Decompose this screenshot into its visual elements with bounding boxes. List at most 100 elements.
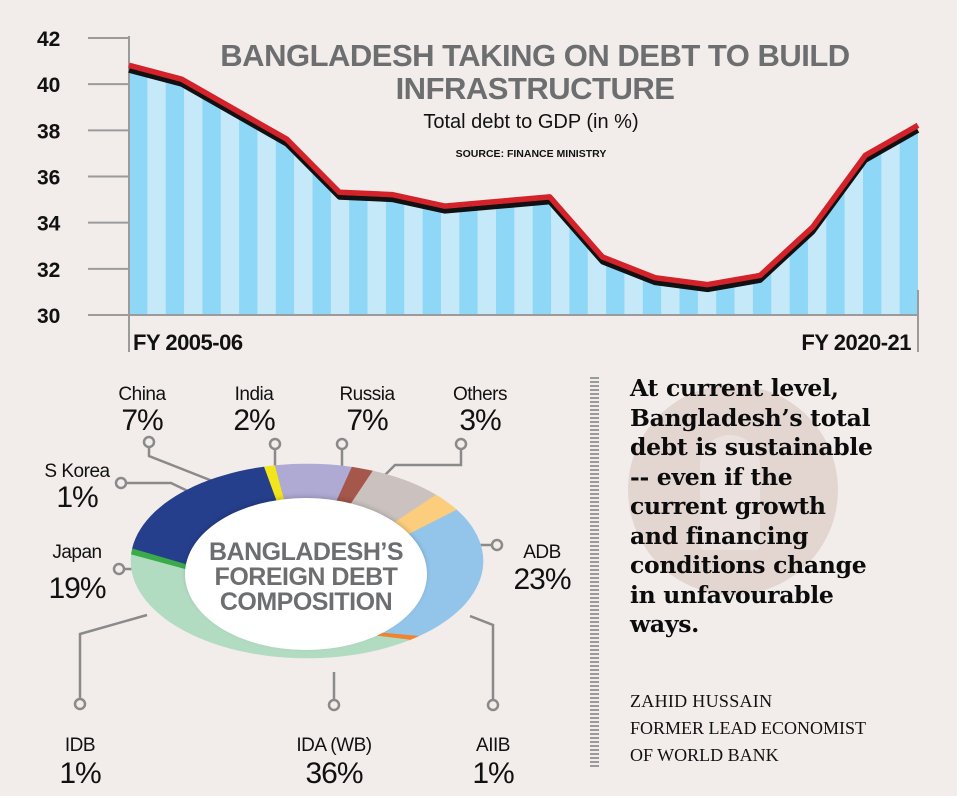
leader-dot-adb — [490, 538, 504, 552]
area-stripe — [257, 70, 277, 315]
chart-axes — [128, 36, 919, 352]
donut-slice-others — [394, 494, 457, 535]
donut-center — [185, 498, 427, 650]
area-stripe — [679, 70, 699, 315]
quote-line: current growth — [630, 492, 826, 520]
donut-label-adb: ADB — [523, 542, 561, 563]
donut-label-s-korea: S Korea — [44, 461, 110, 482]
donut-value-india: 2% — [233, 404, 275, 437]
leader-dot-india — [268, 437, 282, 451]
donut-label-others: Others — [453, 384, 507, 405]
chart-title-line-1: BANGLADESH TAKING ON DEBT TO BUILD — [220, 38, 850, 73]
donut-value-s-korea: 1% — [56, 481, 98, 514]
leader-dot-others — [454, 437, 468, 451]
y-tick-label: 30 — [37, 305, 60, 328]
area-stripe — [697, 70, 717, 315]
donut-value-adb: 23% — [513, 563, 570, 596]
quote-line: and financing — [630, 521, 809, 550]
quote-line: conditions change — [630, 551, 867, 579]
donut-value-ida-wb-: 36% — [305, 757, 362, 790]
quote-line: debt is sustainable — [630, 433, 873, 461]
leader-line-others — [382, 444, 463, 478]
donut-label-russia: Russia — [339, 384, 395, 405]
quote-line: ways. — [630, 610, 700, 638]
leader-dot-japan — [112, 562, 126, 576]
donut-value-aiib: 1% — [472, 757, 514, 790]
quote-line: -- even if the — [630, 462, 793, 491]
series-line-shadow — [128, 67, 920, 293]
leader-dot-s-korea — [114, 476, 128, 490]
series-line — [128, 62, 920, 288]
quote-line: At current level, — [630, 374, 839, 402]
donut-label-idb: IDB — [65, 735, 95, 756]
leader-dot-aiib — [486, 698, 500, 712]
y-tick-label: 36 — [37, 167, 60, 190]
area-stripe — [239, 70, 258, 315]
quote-line: in unfavourable — [630, 580, 834, 609]
quote-watermark-icon — [628, 385, 838, 595]
area-chart: 42 40 38 36 34 32 30 BANGLADESH TAKING ON DEBT… — [37, 28, 920, 355]
x-tick-label-last: FY 2020-21 — [801, 330, 911, 355]
area-stripe — [294, 70, 313, 315]
quote-text: At current level, Bangladesh’s total deb… — [630, 374, 950, 640]
y-tick-label: 32 — [37, 259, 60, 282]
leader-dot-china — [142, 435, 156, 449]
donut-chart: BANGLADESH’S FOREIGN DEBT COMPOSITION AD… — [44, 384, 571, 790]
leader-line-idb — [78, 613, 148, 704]
area-stripe — [184, 70, 203, 315]
leader-dot-idb — [73, 697, 87, 711]
area-stripe — [734, 70, 754, 315]
donut-value-others: 3% — [459, 404, 501, 437]
y-tick-label: 38 — [37, 120, 61, 143]
area-stripe — [826, 70, 845, 315]
x-tick-label-first: FY 2005-06 — [133, 330, 243, 355]
chart-source: SOURCE: FINANCE MINISTRY — [456, 148, 607, 160]
area-stripe — [716, 70, 735, 315]
quote-attribution: ZAHID HUSSAIN FORMER LEAD ECONOMIST OF W… — [630, 688, 866, 769]
quote-author-role: OF WORLD BANK — [630, 745, 779, 765]
y-tick-label: 34 — [37, 213, 61, 236]
donut-label-japan: Japan — [52, 542, 101, 563]
y-tick-label: 40 — [37, 74, 60, 97]
area-stripe — [789, 70, 809, 315]
donut-value-japan: 19% — [48, 572, 105, 605]
chart-subtitle: Total debt to GDP (in %) — [423, 111, 638, 133]
divider — [590, 377, 599, 769]
donut-label-india: India — [235, 384, 275, 405]
donut-value-idb: 1% — [59, 757, 101, 790]
area-stripe — [349, 70, 368, 315]
donut-value-china: 7% — [121, 404, 163, 437]
area-stripe — [147, 70, 166, 315]
area-stripe — [807, 70, 827, 315]
donut-title-line-2: FOREIGN DEBT — [215, 563, 398, 591]
area-stripe — [881, 70, 900, 315]
y-axis-ticks: 42 40 38 36 34 32 30 — [37, 28, 129, 328]
leader-dot-russia — [335, 437, 349, 451]
donut-label-china: China — [118, 384, 166, 405]
area-stripe — [330, 70, 350, 315]
donut-title-line-1: BANGLADESH’S — [209, 538, 403, 566]
area-stripe — [220, 70, 240, 315]
area-stripe — [165, 70, 185, 315]
area-stripe — [202, 70, 222, 315]
area-stripe — [771, 70, 790, 315]
leader-dot-ida-wb- — [327, 698, 341, 712]
donut-label-aiib: AIIB — [476, 735, 510, 756]
chart-title-line-2: INFRASTRUCTURE — [396, 71, 675, 106]
leader-line-china — [147, 442, 216, 484]
quote-author: ZAHID HUSSAIN — [630, 691, 773, 711]
area-stripe — [367, 70, 387, 315]
y-tick-label: 42 — [37, 28, 60, 51]
leader-line-aiib — [469, 614, 495, 705]
area-stripe — [899, 70, 918, 315]
donut-value-russia: 7% — [346, 404, 388, 437]
quote-line: Bangladesh’s total — [630, 403, 871, 432]
quote-author-role: FORMER LEAD ECONOMIST — [630, 718, 867, 738]
area-stripe — [129, 70, 148, 315]
donut-slices — [130, 463, 484, 659]
donut-title-line-3: COMPOSITION — [220, 588, 392, 616]
donut-label-ida-wb-: IDA (WB) — [296, 735, 371, 756]
area-stripe — [863, 70, 882, 315]
